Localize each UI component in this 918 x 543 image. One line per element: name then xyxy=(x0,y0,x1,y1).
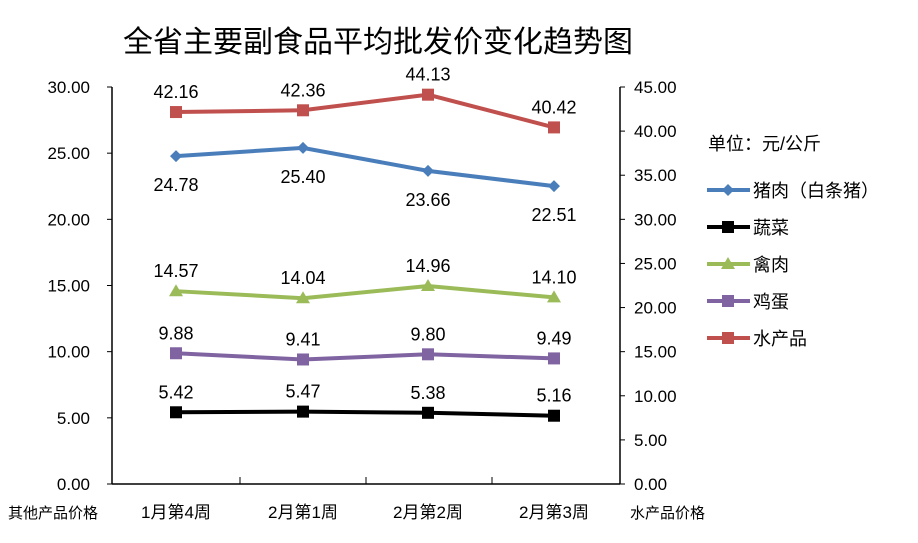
legend-label: 禽肉 xyxy=(753,255,789,275)
data-label: 9.41 xyxy=(285,329,320,349)
right-tick-label: 5.00 xyxy=(634,431,667,450)
legend-marker xyxy=(722,332,734,344)
x-tick-label: 2月第3周 xyxy=(519,503,589,522)
legend-item: 水产品 xyxy=(707,329,807,349)
series-line xyxy=(175,145,555,189)
data-point xyxy=(169,284,183,297)
series-line xyxy=(175,92,555,130)
legend-marker xyxy=(722,295,734,307)
right-tick-label: 20.00 xyxy=(634,299,677,318)
right-tick-label: 30.00 xyxy=(634,210,677,229)
left-tick-label: 15.00 xyxy=(47,277,90,296)
data-label: 9.80 xyxy=(410,324,445,344)
data-point xyxy=(422,88,434,101)
right-tick-label: 25.00 xyxy=(634,254,677,273)
data-point xyxy=(548,409,560,422)
legend-label: 鸡蛋 xyxy=(753,292,789,312)
data-point xyxy=(547,290,561,303)
series-猪肉（白条猪）: 24.78 25.40 23.66 22.51 xyxy=(153,141,577,225)
data-label: 9.88 xyxy=(158,323,193,343)
data-label: 22.51 xyxy=(531,205,576,225)
left-tick-label: 10.00 xyxy=(47,343,90,362)
chart-title: 全省主要副食品平均批发价变化趋势图 xyxy=(123,26,633,59)
left-axis-title: 其他产品价格 xyxy=(8,505,98,522)
series-line xyxy=(175,284,555,301)
series-鸡蛋: 9.88 9.41 9.80 9.49 xyxy=(158,323,572,366)
series-line xyxy=(175,409,555,418)
series-蔬菜: 5.42 5.47 5.38 5.16 xyxy=(158,382,572,422)
data-label: 5.42 xyxy=(158,382,193,402)
data-point xyxy=(170,150,182,163)
data-label: 24.78 xyxy=(153,175,198,195)
left-tick-label: 5.00 xyxy=(57,409,90,428)
data-label: 14.57 xyxy=(153,261,198,281)
data-label: 5.38 xyxy=(410,383,445,403)
x-tick-label: 2月第1周 xyxy=(268,503,338,522)
legend-label: 蔬菜 xyxy=(753,218,789,238)
data-point xyxy=(422,164,434,177)
data-label: 14.04 xyxy=(280,268,325,288)
right-tick-label: 40.00 xyxy=(634,122,677,141)
right-tick-label: 15.00 xyxy=(634,343,677,362)
legend-item: 蔬菜 xyxy=(707,218,789,238)
legend-item: 鸡蛋 xyxy=(707,292,789,312)
x-tick-label: 1月第4周 xyxy=(141,503,211,522)
legend-marker xyxy=(721,257,735,269)
right-tick-label: 10.00 xyxy=(634,387,677,406)
data-label: 44.13 xyxy=(405,65,450,85)
left-tick-label: 30.00 xyxy=(47,78,90,97)
data-point xyxy=(296,291,310,304)
left-tick-label: 0.00 xyxy=(57,475,90,494)
data-label: 42.36 xyxy=(280,80,325,100)
data-label: 14.10 xyxy=(531,267,576,287)
data-point xyxy=(421,279,435,292)
data-label: 42.16 xyxy=(153,82,198,102)
data-point xyxy=(297,104,309,117)
data-point xyxy=(297,353,309,366)
left-tick-label: 20.00 xyxy=(47,210,90,229)
series-line xyxy=(175,351,555,362)
unit-label: 单位：元/公斤 xyxy=(708,134,821,154)
legend-marker xyxy=(722,221,734,233)
right-tick-label: 0.00 xyxy=(634,475,667,494)
data-point xyxy=(170,106,182,119)
series-禽肉: 14.57 14.04 14.96 14.10 xyxy=(153,256,577,304)
right-tick-label: 45.00 xyxy=(634,78,677,97)
data-point xyxy=(548,121,560,134)
data-point xyxy=(297,405,309,418)
data-point xyxy=(422,406,434,419)
right-axis-title: 水产品价格 xyxy=(630,505,705,522)
data-label: 5.16 xyxy=(536,386,571,406)
data-label: 23.66 xyxy=(405,190,450,210)
data-point xyxy=(170,347,182,360)
x-tick-label: 2月第2周 xyxy=(393,503,463,522)
data-point xyxy=(548,180,560,193)
data-label: 9.49 xyxy=(536,328,571,348)
legend-label: 猪肉（白条猪） xyxy=(753,181,879,201)
series-水产品: 42.16 42.36 44.13 40.42 xyxy=(153,65,577,134)
legend-label: 水产品 xyxy=(753,329,807,349)
data-point xyxy=(170,406,182,419)
data-point xyxy=(297,141,309,154)
data-label: 5.47 xyxy=(285,382,320,402)
data-label: 25.40 xyxy=(280,167,325,187)
legend-item: 禽肉 xyxy=(707,255,789,275)
data-point xyxy=(548,352,560,365)
data-label: 14.96 xyxy=(405,256,450,276)
data-label: 40.42 xyxy=(531,97,576,117)
data-point xyxy=(422,348,434,361)
right-tick-label: 35.00 xyxy=(634,166,677,185)
legend-marker xyxy=(722,184,734,196)
left-tick-label: 25.00 xyxy=(47,144,90,163)
legend-item: 猪肉（白条猪） xyxy=(707,181,879,201)
